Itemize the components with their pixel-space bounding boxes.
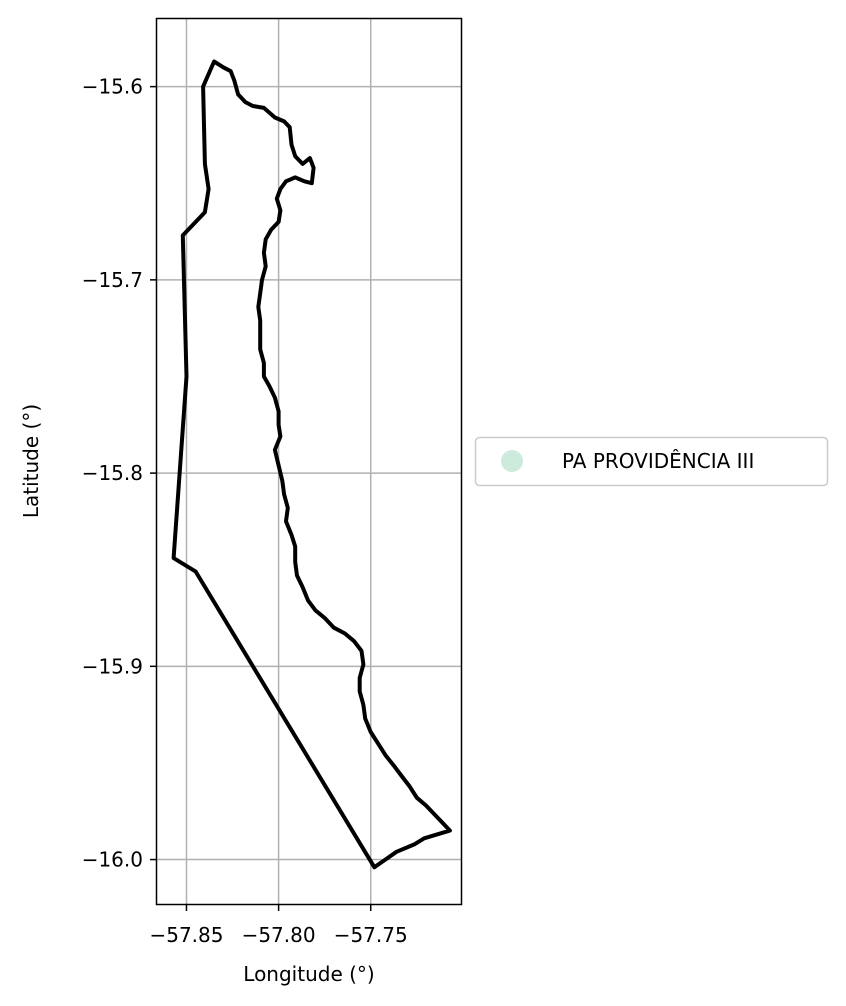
x-axis: −57.85 −57.80 −57.75 bbox=[149, 904, 408, 947]
y-tick-label: −16.0 bbox=[82, 848, 143, 872]
legend: PA PROVIDÊNCIA III bbox=[474, 436, 829, 487]
plot-frame bbox=[155, 17, 463, 906]
y-tick-label: −15.8 bbox=[82, 461, 143, 485]
y-tick-label: −15.7 bbox=[82, 268, 143, 292]
legend-entry-label: PA PROVIDÊNCIA III bbox=[562, 449, 754, 473]
boundary-layer bbox=[171, 59, 452, 870]
x-axis-label: Longitude (°) bbox=[243, 962, 374, 986]
legend-marker bbox=[501, 450, 523, 472]
x-tick-label: −57.75 bbox=[334, 923, 408, 947]
legend-box bbox=[474, 436, 829, 487]
x-tick-label: −57.80 bbox=[242, 923, 316, 947]
y-tick-label: −15.9 bbox=[82, 654, 143, 678]
y-tick-label: −15.6 bbox=[82, 75, 143, 99]
y-axis: −15.6 −15.7 −15.8 −15.9 −16.0 bbox=[82, 75, 157, 872]
boundary-polygon bbox=[171, 59, 452, 870]
y-axis-label: Latitude (°) bbox=[19, 404, 43, 518]
x-tick-label: −57.85 bbox=[149, 923, 223, 947]
